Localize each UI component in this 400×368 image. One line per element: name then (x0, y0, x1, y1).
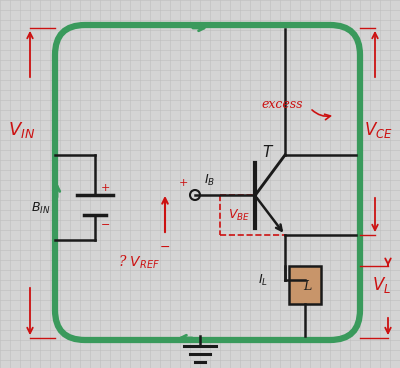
Text: $V_{IN}$: $V_{IN}$ (8, 120, 36, 140)
Text: $V_{BE}$: $V_{BE}$ (228, 208, 250, 223)
Text: ? $V_{REF}$: ? $V_{REF}$ (118, 253, 160, 271)
Text: excess: excess (261, 99, 303, 112)
Text: $I_B$: $I_B$ (204, 173, 216, 188)
Text: +: + (178, 178, 188, 188)
Text: $T$: $T$ (262, 144, 274, 160)
Text: $B_{IN}$: $B_{IN}$ (30, 201, 50, 216)
Text: L: L (303, 280, 311, 294)
Text: $I_L$: $I_L$ (258, 272, 268, 287)
Text: $V_{CE}$: $V_{CE}$ (364, 120, 392, 140)
Text: $-$: $-$ (160, 240, 170, 253)
Bar (289, 266, 321, 304)
Text: $-$: $-$ (100, 218, 110, 228)
Text: +: + (100, 183, 110, 193)
Text: $V_L$: $V_L$ (372, 275, 392, 295)
